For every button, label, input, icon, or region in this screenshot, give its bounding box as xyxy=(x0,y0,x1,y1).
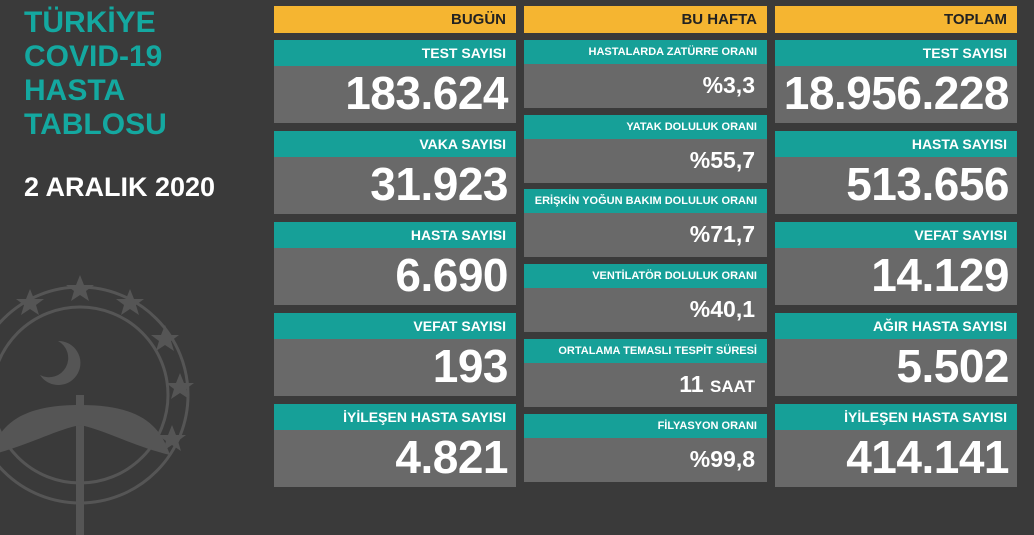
stat-card: HASTA SAYISI 513.656 xyxy=(775,131,1017,214)
stat-card: AĞIR HASTA SAYISI 5.502 xyxy=(775,313,1017,396)
stat-label: HASTA SAYISI xyxy=(274,222,516,248)
stat-label: HASTA SAYISI xyxy=(775,131,1017,157)
stat-card: YATAK DOLULUK ORANI %55,7 xyxy=(524,115,767,183)
stat-label: VEFAT SAYISI xyxy=(775,222,1017,248)
stat-card: VEFAT SAYISI 14.129 xyxy=(775,222,1017,305)
column-header-total: TOPLAM xyxy=(775,6,1017,33)
stat-value: 6.690 xyxy=(395,249,508,301)
title-line: COVID-19 xyxy=(24,40,163,73)
stat-value: 31.923 xyxy=(370,158,508,210)
stat-value: 18.956.228 xyxy=(783,67,1010,119)
stat-value: %40,1 xyxy=(689,296,755,322)
stat-card: FİLYASYON ORANI %99,8 xyxy=(524,414,767,482)
stat-card: ERİŞKİN YOĞUN BAKIM DOLULUK ORANI %71,7 xyxy=(524,189,767,257)
stat-label: FİLYASYON ORANI xyxy=(524,414,767,438)
stat-label: VEFAT SAYISI xyxy=(274,313,516,339)
stat-label: YATAK DOLULUK ORANI xyxy=(524,115,767,139)
today-column: BUGÜN TEST SAYISI 183.624 VAKA SAYISI 31… xyxy=(274,6,516,487)
stat-card: HASTA SAYISI 6.690 xyxy=(274,222,516,305)
stat-card: İYİLEŞEN HASTA SAYISI 4.821 xyxy=(274,404,516,487)
stat-value: %99,8 xyxy=(689,446,755,472)
stat-value: 193 xyxy=(432,340,509,392)
stat-value: %71,7 xyxy=(689,221,755,247)
week-column: BU HAFTA HASTALARDA ZATÜRRE ORANI %3,3 Y… xyxy=(524,6,767,486)
stat-value: 183.624 xyxy=(345,67,508,119)
page-title: TÜRKİYE COVID-19 HASTA TABLOSU xyxy=(24,6,167,142)
stat-value: 513.656 xyxy=(846,158,1009,210)
stat-card: TEST SAYISI 18.956.228 xyxy=(775,40,1017,123)
stat-label: AĞIR HASTA SAYISI xyxy=(775,313,1017,339)
total-column: TOPLAM TEST SAYISI 18.956.228 HASTA SAYI… xyxy=(775,6,1017,487)
stat-number: 11 xyxy=(679,371,704,397)
stat-label: ERİŞKİN YOĞUN BAKIM DOLULUK ORANI xyxy=(524,189,767,213)
stat-label: VAKA SAYISI xyxy=(274,131,516,157)
stat-value: 414.141 xyxy=(846,431,1009,483)
stat-card: VEFAT SAYISI 193 xyxy=(274,313,516,396)
column-header-week: BU HAFTA xyxy=(524,6,767,33)
report-date: 2 ARALIK 2020 xyxy=(24,172,216,202)
stat-label: İYİLEŞEN HASTA SAYISI xyxy=(775,404,1017,430)
stat-value: %55,7 xyxy=(689,147,755,173)
stat-value: %3,3 xyxy=(702,72,755,98)
stat-value: 11 SAAT xyxy=(524,363,767,408)
stat-label: HASTALARDA ZATÜRRE ORANI xyxy=(524,40,767,64)
stat-card: VAKA SAYISI 31.923 xyxy=(274,131,516,214)
ministry-emblem-icon xyxy=(0,275,194,535)
column-header-today: BUGÜN xyxy=(274,6,516,33)
stat-card: ORTALAMA TEMASLI TESPİT SÜRESİ 11 SAAT xyxy=(524,339,767,407)
stat-unit: SAAT xyxy=(709,377,755,396)
title-line: HASTA xyxy=(24,74,126,107)
stat-value: 5.502 xyxy=(896,340,1009,392)
stat-label: VENTİLATÖR DOLULUK ORANI xyxy=(524,264,767,288)
stat-value: 4.821 xyxy=(395,431,508,483)
title-line: TABLOSU xyxy=(24,108,167,141)
stat-card: TEST SAYISI 183.624 xyxy=(274,40,516,123)
title-line: TÜRKİYE xyxy=(24,6,156,39)
stat-card: İYİLEŞEN HASTA SAYISI 414.141 xyxy=(775,404,1017,487)
stat-label: ORTALAMA TEMASLI TESPİT SÜRESİ xyxy=(524,339,767,363)
stat-label: TEST SAYISI xyxy=(775,40,1017,66)
stat-label: TEST SAYISI xyxy=(274,40,516,66)
stat-value: 14.129 xyxy=(871,249,1009,301)
stat-label: İYİLEŞEN HASTA SAYISI xyxy=(274,404,516,430)
stat-card: HASTALARDA ZATÜRRE ORANI %3,3 xyxy=(524,40,767,108)
stat-card: VENTİLATÖR DOLULUK ORANI %40,1 xyxy=(524,264,767,332)
